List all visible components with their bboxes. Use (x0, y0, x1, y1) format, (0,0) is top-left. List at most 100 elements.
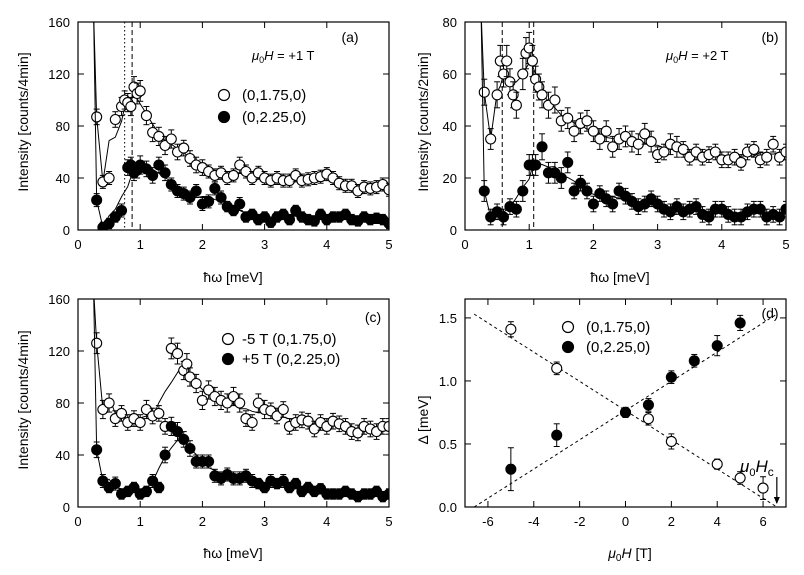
data-point (109, 113, 121, 126)
x-tick-label: 4 (714, 514, 721, 529)
data-point (246, 416, 258, 429)
data-point (234, 397, 246, 409)
panel-c: (c) -5 T (0,1.75,0) +5 T (0,2.25,0) ħω [… (15, 292, 393, 561)
y-tick-label: 80 (56, 396, 70, 411)
data-point (153, 481, 165, 494)
legend-marker-open (561, 320, 575, 334)
y-tick-label: 60 (443, 67, 457, 82)
data-point (196, 394, 208, 406)
data-point (153, 407, 165, 419)
x-tick-label: 4 (718, 237, 725, 252)
x-axis-label: μ0H [T] (607, 545, 652, 564)
y-tick-label: 80 (56, 119, 70, 134)
x-tick-label: 0 (622, 514, 629, 529)
y-axis-label: Intensity [counts/4min] (15, 330, 31, 469)
data-point (711, 340, 723, 352)
critical-field-arrowhead (773, 497, 780, 504)
plot-frame (77, 298, 390, 508)
data-point (497, 211, 510, 223)
data-point (215, 191, 227, 204)
plot-area (478, 22, 786, 226)
legend: (0,1.75,0) (0,2.25,0) (217, 87, 306, 126)
data-point (91, 194, 103, 206)
mu-subscript: 0 (673, 55, 678, 65)
y-tick-label: 40 (56, 448, 70, 463)
x-tick-label: -2 (574, 514, 586, 529)
data-point (761, 151, 773, 163)
legend-label: +5 T (0,2.25,0) (242, 351, 340, 368)
data-point (209, 182, 221, 194)
x-tick-label: 5 (385, 514, 392, 529)
x-tick-label: 2 (590, 237, 597, 252)
plot-frame (464, 21, 787, 231)
legend-marker-open (221, 332, 235, 346)
data-point (734, 317, 746, 329)
data-point (517, 185, 529, 197)
data-point (178, 433, 190, 445)
data-point (383, 420, 389, 432)
legend: -5 T (0,1.75,0) +5 T (0,2.25,0) (221, 331, 340, 368)
y-tick-label: 40 (56, 171, 70, 186)
x-tick-label: 6 (759, 514, 766, 529)
data-point (277, 403, 289, 416)
data-point (134, 416, 146, 429)
y-tick-label: 1.0 (439, 374, 457, 389)
data-point (526, 55, 538, 67)
data-point (748, 143, 760, 155)
data-point (780, 146, 786, 158)
data-point (562, 112, 574, 124)
data-point (109, 478, 121, 490)
y-tick-label: 120 (48, 344, 70, 359)
data-point (147, 169, 159, 181)
legend: (0,1.75,0) (0,2.25,0) (561, 319, 650, 356)
panel-d: (d) (0,1.75,0) (0,2.25,0) μ0Hc μ0H [T] Δ… (415, 298, 787, 564)
data-point (665, 435, 677, 447)
data-point (551, 362, 563, 374)
data-point (510, 99, 522, 111)
data-point (140, 110, 152, 122)
data-point (551, 429, 563, 441)
field-var: H (678, 48, 688, 63)
unit-label: [T] (632, 545, 652, 561)
data-point (607, 141, 619, 153)
data-point (91, 444, 103, 456)
x-axis-label: ħω [meV] (203, 269, 262, 285)
y-tick-label: 0.0 (439, 500, 457, 515)
legend-marker-open (217, 88, 231, 102)
legend-label: (0,1.75,0) (242, 87, 306, 104)
x-tick-label: 2 (199, 514, 206, 529)
panel-label: (a) (341, 29, 358, 45)
data-point (639, 128, 651, 140)
data-point (757, 482, 769, 494)
data-point (283, 214, 296, 226)
data-point (734, 472, 746, 484)
mu-subscript: 0 (749, 467, 755, 479)
critical-subscript: c (768, 465, 774, 479)
data-point (227, 169, 240, 181)
data-point (125, 100, 137, 113)
mu-symbol: μ (665, 48, 673, 63)
plot-area (91, 299, 389, 503)
field-annotation: μ0H = +1 T (251, 48, 315, 65)
x-tick-label: 5 (782, 237, 789, 252)
data-point (171, 348, 184, 360)
data-point (517, 68, 529, 80)
y-tick-label: 80 (443, 15, 457, 30)
data-point (383, 184, 389, 196)
data-point (688, 355, 700, 367)
data-point (642, 399, 654, 411)
x-tick-label: 3 (261, 237, 268, 252)
fit-curve (480, 22, 786, 159)
data-point (190, 185, 202, 197)
x-tick-label: 0 (74, 237, 81, 252)
data-point (600, 125, 612, 137)
legend-label: (0,2.25,0) (242, 109, 306, 126)
data-point (658, 146, 670, 158)
data-point (594, 133, 606, 145)
x-tick-label: 4 (323, 237, 330, 252)
y-tick-label: 0 (450, 223, 457, 238)
plot-area (91, 22, 389, 230)
data-point (478, 86, 490, 98)
y-tick-label: 40 (443, 119, 457, 134)
data-point (290, 478, 302, 490)
